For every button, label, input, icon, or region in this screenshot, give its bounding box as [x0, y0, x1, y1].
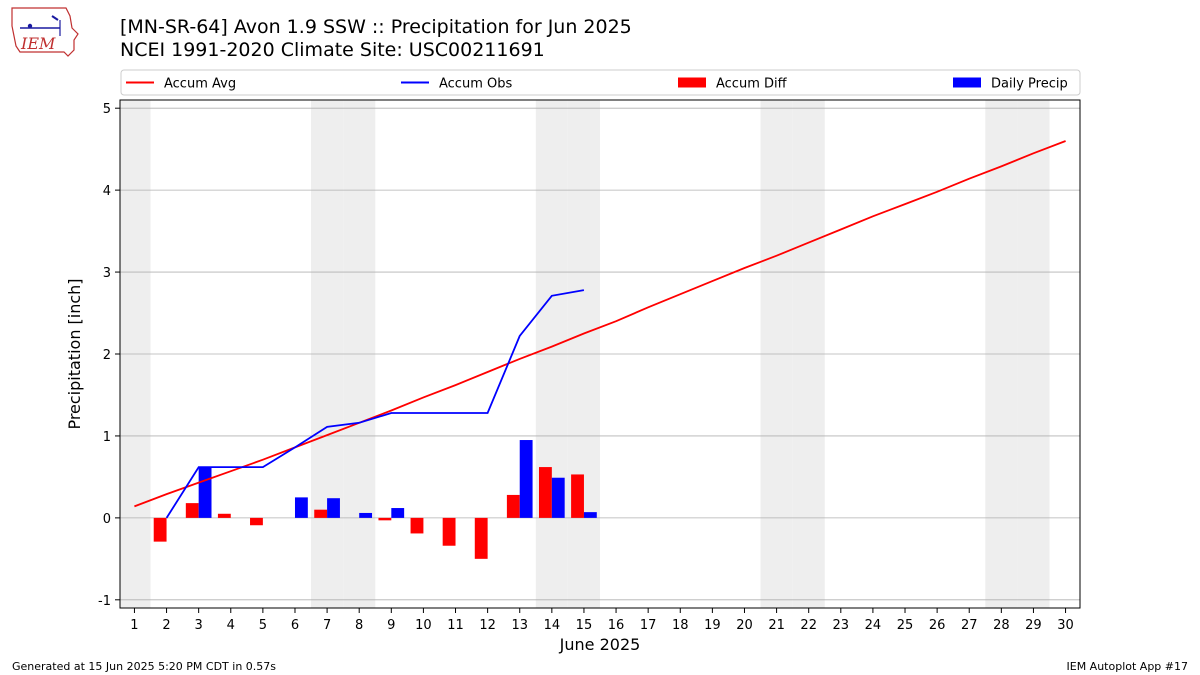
x-tick-label: 1	[130, 618, 138, 633]
x-tick-label: 25	[897, 618, 914, 633]
y-tick-label: -1	[98, 594, 111, 609]
y-tick-label: 3	[103, 266, 111, 281]
x-tick-label: 13	[511, 618, 528, 633]
x-tick-label: 12	[479, 618, 496, 633]
accum-diff-bar	[378, 517, 392, 521]
accum-diff-bar	[571, 474, 584, 518]
y-axis-label: Precipitation [inch]	[65, 278, 84, 429]
x-tick-label: 14	[544, 618, 561, 633]
legend-accum-avg-label: Accum Avg	[164, 77, 236, 92]
daily-precip-bar	[359, 512, 373, 518]
legend-box	[120, 69, 1081, 96]
accum-diff-bar	[153, 517, 167, 542]
legend-accum-obs-label: Accum Obs	[439, 77, 512, 92]
x-tick-label: 26	[929, 618, 946, 633]
plot-frame	[119, 99, 1081, 609]
x-tick-label: 19	[704, 618, 721, 633]
daily-precip-bar	[294, 497, 308, 518]
x-tick-label: 2	[162, 618, 170, 633]
x-tick-label: 29	[1025, 618, 1042, 633]
accum-diff-bar	[442, 517, 456, 546]
y-tick-label: 5	[103, 102, 111, 117]
accum-obs-line	[165, 289, 585, 519]
chart-title-line-1: [MN-SR-64] Avon 1.9 SSW :: Precipitation…	[120, 16, 632, 38]
x-tick-label: 6	[291, 618, 299, 633]
x-tick-label: 15	[576, 618, 593, 633]
x-tick-label: 30	[1057, 618, 1074, 633]
x-tick-label: 4	[227, 618, 235, 633]
x-tick-label: 18	[672, 618, 689, 633]
x-tick-label: 16	[608, 618, 625, 633]
x-tick-label: 9	[387, 618, 395, 633]
x-tick-label: 3	[195, 618, 203, 633]
accum-diff-bar	[474, 517, 488, 559]
x-tick-label: 27	[961, 618, 978, 633]
accum-diff-bar	[314, 509, 328, 518]
legend-accum-diff-swatch	[678, 77, 706, 88]
y-tick-label: 4	[103, 184, 111, 199]
app-credit: IEM Autoplot App #17	[1066, 660, 1189, 673]
x-tick-label: 8	[355, 618, 363, 633]
x-tick-label: 10	[415, 618, 432, 633]
daily-precip-bar	[583, 512, 597, 518]
chart-title-line-2: NCEI 1991-2020 Climate Site: USC00211691	[120, 39, 545, 61]
daily-precip-bar	[391, 508, 405, 518]
x-tick-label: 28	[993, 618, 1010, 633]
generated-timestamp: Generated at 15 Jun 2025 5:20 PM CDT in …	[12, 660, 277, 673]
x-tick-label: 17	[640, 618, 657, 633]
legend-accum-diff-label: Accum Diff	[716, 77, 788, 92]
accum-diff-bar	[410, 517, 424, 534]
x-tick-label: 23	[833, 618, 850, 633]
x-tick-label: 20	[736, 618, 753, 633]
x-tick-label: 22	[800, 618, 817, 633]
x-tick-label: 7	[323, 618, 331, 633]
daily-precip-bar	[198, 467, 212, 518]
x-tick-label: 24	[865, 618, 882, 633]
legend-daily-precip-label: Daily Precip	[991, 77, 1068, 92]
y-tick-label: 0	[103, 512, 111, 527]
daily-precip-bar	[551, 477, 565, 518]
accum-avg-line	[134, 140, 1066, 508]
x-tick-label: 5	[259, 618, 267, 633]
daily-precip-bar	[327, 498, 340, 518]
logo-text: IEM	[20, 34, 56, 53]
y-tick-label: 2	[103, 348, 111, 363]
y-tick-label: 1	[103, 430, 111, 445]
x-tick-label: 21	[768, 618, 785, 633]
legend-daily-precip-swatch	[953, 77, 981, 88]
accum-diff-bar	[217, 513, 231, 518]
accum-diff-bar	[538, 467, 552, 518]
accum-diff-bar	[185, 503, 199, 518]
accum-diff-bar	[506, 494, 520, 518]
accum-diff-bar	[250, 517, 263, 526]
daily-precip-bar	[519, 440, 533, 518]
x-tick-label: 11	[447, 618, 464, 633]
x-axis-label: June 2025	[559, 635, 641, 654]
iem-logo: IEM	[11, 7, 79, 57]
